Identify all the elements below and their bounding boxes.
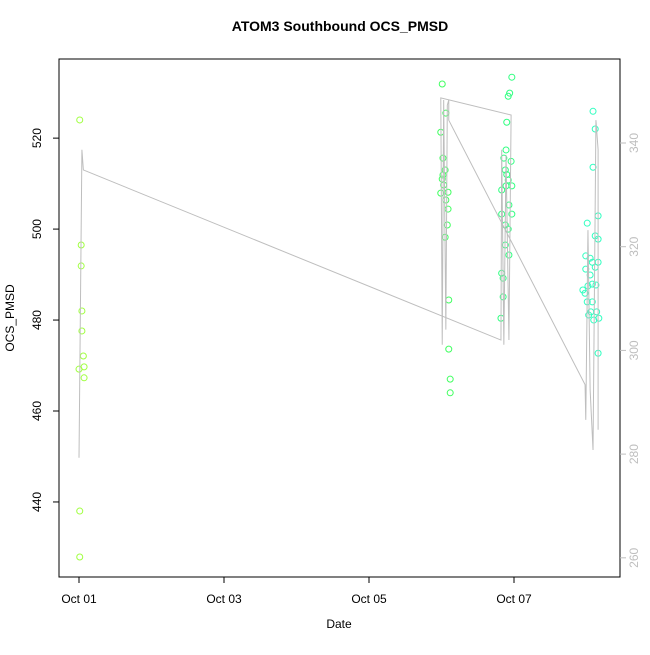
point bbox=[591, 125, 599, 133]
point bbox=[508, 210, 516, 218]
point bbox=[586, 254, 594, 262]
point bbox=[504, 176, 512, 184]
y2-tick-label: 280 bbox=[627, 444, 641, 464]
point bbox=[443, 221, 451, 229]
point bbox=[76, 553, 84, 561]
point bbox=[595, 314, 603, 322]
point bbox=[589, 107, 597, 115]
point bbox=[583, 219, 591, 227]
point bbox=[505, 251, 513, 259]
point bbox=[592, 281, 600, 289]
point bbox=[502, 146, 510, 154]
y-tick-label: 520 bbox=[30, 128, 44, 148]
point bbox=[508, 182, 516, 190]
point bbox=[500, 154, 508, 162]
x-tick-label: Oct 03 bbox=[206, 592, 242, 606]
x-tick-label: Oct 05 bbox=[351, 592, 387, 606]
y2-tick-label: 260 bbox=[627, 547, 641, 567]
y-axis-label: OCS_PMSD bbox=[3, 284, 17, 352]
point bbox=[581, 289, 589, 297]
point bbox=[503, 118, 511, 126]
point bbox=[78, 307, 86, 315]
point bbox=[441, 166, 449, 174]
point bbox=[589, 163, 597, 171]
point bbox=[446, 375, 454, 383]
y2-tick-label: 340 bbox=[627, 133, 641, 153]
x-tick-label: Oct 07 bbox=[496, 592, 532, 606]
point bbox=[438, 80, 446, 88]
point bbox=[504, 92, 512, 100]
point bbox=[437, 189, 445, 197]
point bbox=[588, 280, 596, 288]
y-tick-label: 460 bbox=[30, 401, 44, 421]
point bbox=[80, 374, 88, 382]
point bbox=[76, 116, 84, 124]
y-tick-label: 440 bbox=[30, 492, 44, 512]
y-tick-label: 480 bbox=[30, 310, 44, 330]
point bbox=[438, 175, 446, 183]
point bbox=[446, 389, 454, 397]
point bbox=[508, 73, 516, 81]
point bbox=[80, 363, 88, 371]
point bbox=[78, 327, 86, 335]
x-axis-label: Date bbox=[326, 617, 352, 631]
chart-title: ATOM3 Southbound OCS_PMSD bbox=[232, 18, 448, 34]
y-tick-label: 500 bbox=[30, 219, 44, 239]
y2-tick-label: 300 bbox=[627, 340, 641, 360]
point bbox=[76, 507, 84, 515]
point bbox=[584, 282, 592, 290]
line bbox=[78, 97, 599, 458]
y2-tick-label: 320 bbox=[627, 236, 641, 256]
point bbox=[445, 345, 453, 353]
plot-frame bbox=[58, 58, 621, 578]
x-tick-label: Oct 01 bbox=[61, 592, 97, 606]
point bbox=[593, 308, 601, 316]
point bbox=[506, 89, 514, 97]
